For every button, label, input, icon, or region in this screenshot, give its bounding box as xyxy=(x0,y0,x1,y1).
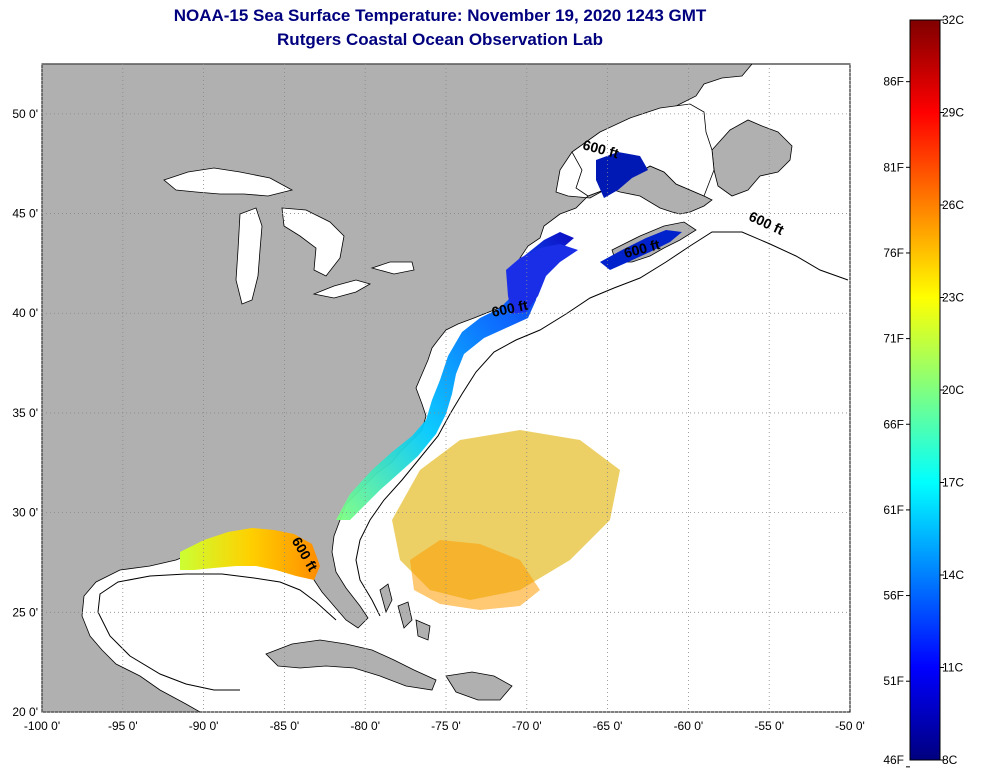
colorbar-label-fahrenheit: 71F xyxy=(883,332,904,346)
colorbar-label-celsius: 26C xyxy=(942,198,964,212)
colorbar-label-fahrenheit: 66F xyxy=(883,417,904,431)
map-title: NOAA-15 Sea Surface Temperature: Novembe… xyxy=(173,6,707,25)
sst-st-lawrence xyxy=(596,152,648,198)
colorbar-label-fahrenheit: 81F xyxy=(883,160,904,174)
graticule xyxy=(41,64,851,713)
lat-tick-label: 20 0' xyxy=(12,705,38,719)
lake-michigan xyxy=(235,207,263,305)
lon-tick-label: -80 0' xyxy=(350,719,380,733)
lat-tick-label: 45 0' xyxy=(12,207,38,221)
lon-tick-label: -70 0' xyxy=(512,719,542,733)
lake-superior xyxy=(163,167,294,197)
lake-huron xyxy=(281,207,345,277)
lon-tick-label: -100 0' xyxy=(24,719,60,733)
lake-erie xyxy=(312,279,372,299)
lon-tick-label: -85 0' xyxy=(270,719,300,733)
lat-tick-label: 30 0' xyxy=(12,506,38,520)
lat-tick-label: 40 0' xyxy=(12,306,38,320)
land-newfoundland xyxy=(711,119,793,197)
colorbar-label-celsius: 8C xyxy=(942,753,958,767)
lon-tick-label: -50 0' xyxy=(835,719,865,733)
colorbar-label-celsius: 29C xyxy=(942,106,964,120)
colorbar-label-celsius: 17C xyxy=(942,476,964,490)
colorbar-label-celsius: 14C xyxy=(942,568,964,582)
lon-tick-label: -95 0' xyxy=(108,719,138,733)
colorbar-label-fahrenheit: 56F xyxy=(883,589,904,603)
colorbar-label-fahrenheit: 76F xyxy=(883,246,904,260)
lat-tick-label: 50 0' xyxy=(12,107,38,121)
lon-tick-label: -60 0' xyxy=(674,719,704,733)
colorbar-labels: 32C 29C 26C 23C 20C 17C 14C 11C 8C 86F 81F 76F 71F 66… xyxy=(883,13,964,768)
land-cuba xyxy=(265,639,437,691)
lake-ontario xyxy=(370,261,415,275)
sst-sargasso-patch xyxy=(410,540,540,610)
land-bahamas xyxy=(379,583,431,641)
sst-gulf-of-mexico-shelf xyxy=(180,528,320,580)
colorbar-label-fahrenheit: 51F xyxy=(883,674,904,688)
map-subtitle: Rutgers Coastal Ocean Observation Lab xyxy=(277,30,603,49)
isobath-label: 600 ft xyxy=(490,297,529,320)
sst-gulf-of-maine xyxy=(506,244,578,314)
lon-tick-label: -65 0' xyxy=(593,719,623,733)
isobath-600ft-gulf xyxy=(97,573,337,691)
sst-scotian-shelf xyxy=(600,230,682,270)
land-hispaniola xyxy=(445,671,513,701)
colorbar-label-celsius: 23C xyxy=(942,291,964,305)
lon-tick-label: -90 0' xyxy=(189,719,219,733)
lat-tick-label: 25 0' xyxy=(12,605,38,619)
colorbar-label-celsius: 11C xyxy=(942,661,963,675)
colorbar-label-celsius: 20C xyxy=(942,383,964,397)
lon-tick-label: -55 0' xyxy=(754,719,784,733)
colorbar xyxy=(909,19,941,761)
colorbar-label-fahrenheit: 46F xyxy=(883,753,904,767)
lon-tick-label: -75 0' xyxy=(431,719,461,733)
axis-ticks: -100 0' -95 0' -90 0' -85 0' -80 0' -75 0' -70… xyxy=(12,107,864,733)
colorbar-label-fahrenheit: 61F xyxy=(883,503,904,517)
colorbar-label-fahrenheit: 86F xyxy=(883,75,904,89)
colorbar-label-celsius: 32C xyxy=(942,13,964,27)
lat-tick-label: 35 0' xyxy=(12,406,38,420)
isobath-600ft xyxy=(355,231,849,617)
